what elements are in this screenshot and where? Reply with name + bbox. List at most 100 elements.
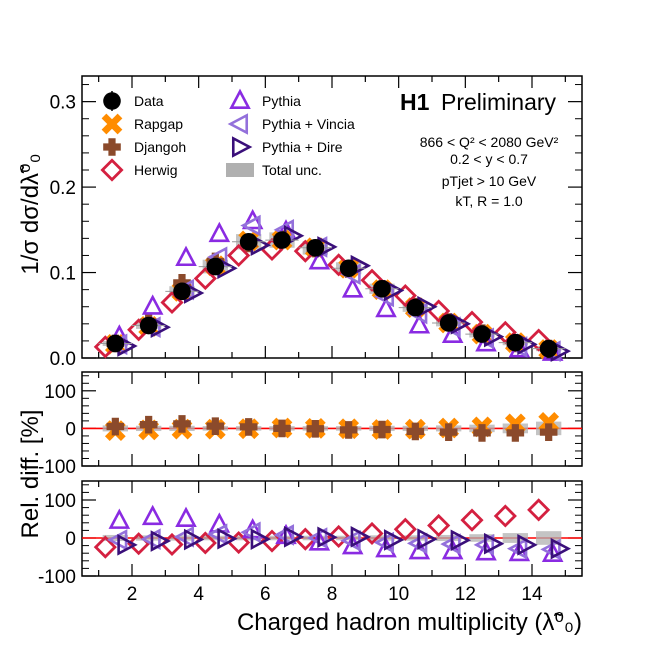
total-unc-band — [169, 535, 195, 541]
total-unc-band — [402, 535, 428, 541]
data-marker — [173, 282, 191, 301]
y-tick-label: 0 — [65, 529, 76, 550]
y-tick-label: 0.2 — [50, 178, 76, 199]
pythia-marker — [308, 249, 331, 270]
kinematic-info: 866 < Q² < 2080 GeV² 0.2 < y < 0.7 pTjet… — [420, 134, 559, 209]
dire-marker — [150, 530, 172, 552]
total-unc-band — [436, 534, 462, 542]
djangoh-marker — [339, 421, 358, 439]
pythia-marker — [141, 504, 164, 526]
data-marker — [306, 238, 325, 257]
y-axis-title-ratio: Rel. diff. [%] — [17, 410, 44, 539]
legend-marker-dire — [231, 136, 253, 158]
dire-marker — [317, 526, 338, 549]
djangoh-marker — [373, 420, 391, 439]
y-tick-label: -100 — [38, 567, 76, 588]
legend-label: Pythia + Vincia — [262, 116, 355, 132]
data-marker — [473, 325, 491, 343]
pythia-marker — [175, 245, 197, 267]
legend-item-pythia: Pythia — [229, 88, 301, 110]
dire-marker — [250, 528, 272, 550]
y-axis-title-top: 1/σ dσ/dλ̃⁰₀ — [17, 153, 44, 274]
djangoh-marker — [306, 419, 325, 438]
djangoh-marker — [139, 415, 158, 434]
legend-label: Djangoh — [134, 139, 186, 155]
herwig-marker — [493, 504, 517, 528]
herwig-marker — [493, 320, 517, 344]
pythia-marker — [408, 313, 431, 334]
legend-label: Data — [134, 93, 164, 109]
panel-distribution: 0.0 0.1 0.2 0.3 — [50, 75, 583, 370]
info-y: 0.2 < y < 0.7 — [450, 151, 528, 167]
djangoh-marker — [439, 423, 458, 441]
djangoh-marker — [506, 424, 525, 442]
pythia-marker — [241, 208, 264, 230]
x-tick-label: 10 — [388, 584, 409, 605]
total-unc-band — [469, 534, 495, 542]
rapgap-marker — [504, 413, 526, 435]
y-tick-label: 0 — [65, 419, 76, 440]
legend-marker-herwig — [100, 158, 124, 182]
dire-marker — [550, 537, 572, 560]
djangoh-marker — [239, 418, 258, 436]
legend-marker-pythia — [229, 88, 251, 110]
legend-marker-rapgap — [101, 113, 123, 135]
total-unc-band — [136, 535, 162, 541]
x-axis-title: Charged hadron multiplicity (λ̃⁰₀) — [237, 609, 582, 636]
total-unc-band — [502, 533, 528, 543]
legend-label: Pythia — [262, 93, 301, 109]
dire-marker — [183, 528, 205, 551]
legend-item-totunc: Total unc. — [226, 162, 322, 178]
herwig-marker — [360, 521, 384, 546]
panel-frame — [81, 480, 583, 577]
dire-marker — [117, 534, 138, 556]
djangoh-marker — [273, 419, 291, 438]
dire-marker — [283, 526, 305, 548]
x-tick-label: 14 — [521, 584, 543, 605]
dire-marker — [417, 528, 438, 550]
data-marker — [406, 298, 425, 317]
herwig-marker — [360, 268, 384, 292]
panel-ratio-2: -100 0 100 2 4 6 8 10 12 14 — [38, 480, 583, 605]
pythia-marker — [108, 508, 131, 529]
data-marker — [206, 257, 225, 276]
herwig-marker — [327, 524, 351, 549]
legend: Data Rapgap Djangoh Herwig Pythia Pythia + Vi… — [100, 88, 355, 182]
legend-item-data: Data — [103, 91, 164, 111]
data-marker — [539, 339, 558, 358]
y-tick-label: 0.3 — [50, 93, 76, 114]
djangoh-marker — [106, 417, 125, 436]
pythia-marker — [341, 277, 364, 298]
info-q2: 866 < Q² < 2080 GeV² — [420, 134, 559, 150]
data-marker — [439, 314, 458, 332]
legend-marker-djangoh — [103, 138, 121, 156]
dire-marker — [383, 529, 405, 551]
pythia-marker — [175, 506, 197, 528]
experiment-label: H1 — [400, 89, 430, 115]
dire-marker — [217, 527, 238, 550]
pythia-marker — [141, 294, 164, 315]
x-tick-label: 6 — [260, 584, 271, 605]
data-marker — [106, 334, 125, 353]
legend-label: Rapgap — [134, 116, 183, 132]
status-label: Preliminary — [441, 89, 557, 115]
pythia-marker — [375, 537, 397, 558]
data-marker — [373, 279, 391, 298]
legend-item-dire: Pythia + Dire — [231, 136, 343, 158]
x-tick-label: 2 — [127, 584, 138, 605]
herwig-marker — [227, 243, 251, 268]
djangoh-marker — [173, 415, 191, 433]
vincia-marker — [240, 214, 261, 237]
herwig-marker — [527, 328, 551, 352]
total-unc-band — [369, 535, 395, 541]
legend-label: Herwig — [134, 162, 178, 178]
herwig-marker — [393, 517, 417, 541]
djangoh-marker — [406, 422, 425, 441]
herwig-marker — [93, 535, 117, 559]
herwig-marker — [527, 498, 551, 522]
info-ptjet: pTjet > 10 GeV — [442, 173, 537, 189]
dire-marker — [450, 529, 472, 552]
rapgap-marker — [538, 412, 560, 433]
data-marker — [273, 231, 291, 249]
